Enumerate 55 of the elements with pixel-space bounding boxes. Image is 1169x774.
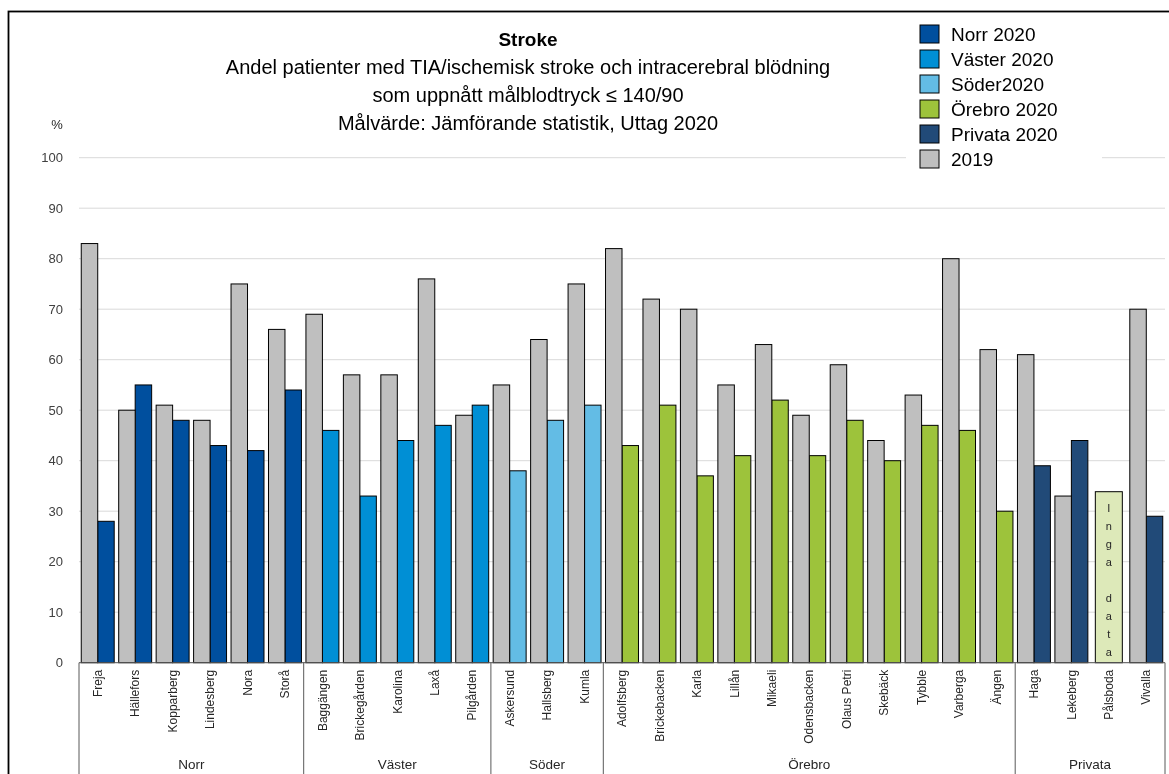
legend-label: Privata 2020 bbox=[951, 124, 1058, 145]
y-tick-label: 60 bbox=[48, 352, 63, 368]
x-tick-label: Lillån bbox=[727, 669, 742, 698]
x-tick-label: Karla bbox=[690, 669, 705, 698]
x-tick-label: Brickebacken bbox=[652, 669, 667, 742]
x-tick-label: Mikaeli bbox=[764, 669, 779, 708]
x-tick-label: Hallsberg bbox=[540, 669, 555, 721]
legend-label: Väster 2020 bbox=[951, 49, 1054, 70]
x-tick-label: Karolina bbox=[390, 669, 405, 714]
chart-subtitle: Andel patienter med TIA/ischemisk stroke och intracerebral blödning som uppnått målblodtryck ≤ 140/90 Målvärde: Jämförande statistik, Uttag 2020 bbox=[225, 56, 831, 134]
x-tick-label: Brickegården bbox=[353, 669, 368, 741]
x-tick-label: Varberga bbox=[952, 669, 967, 719]
y-tick-label: 40 bbox=[48, 453, 63, 469]
legend-label: 2019 bbox=[951, 149, 994, 170]
x-tick-label: Ängen bbox=[989, 669, 1004, 705]
y-axis-title: % bbox=[51, 117, 64, 132]
legend-label: Söder2020 bbox=[951, 74, 1044, 95]
chart-title: Stroke bbox=[498, 29, 558, 50]
x-tick-label: Hällefors bbox=[128, 669, 143, 718]
x-tick-label: Freja bbox=[90, 669, 105, 698]
text: Norr bbox=[178, 757, 205, 772]
x-tick-label: Storå bbox=[278, 669, 293, 699]
x-tick-label: Vivalla bbox=[1139, 669, 1154, 705]
x-tick-label: Baggängen bbox=[315, 669, 330, 732]
y-tick-label: 30 bbox=[48, 503, 63, 519]
y-tick-label: 10 bbox=[48, 604, 63, 620]
text: Örebro bbox=[788, 757, 831, 772]
y-tick-label: 80 bbox=[48, 251, 63, 267]
x-tick-label: Askersund bbox=[502, 669, 517, 727]
x-tick-label: Adolfsberg bbox=[615, 669, 630, 728]
x-tick-label: Tybble bbox=[914, 669, 929, 706]
x-tick-label: Laxå bbox=[427, 669, 442, 696]
text: Söder bbox=[529, 757, 566, 772]
text: Väster bbox=[377, 757, 418, 772]
y-tick-label: 100 bbox=[41, 150, 63, 166]
text: Privata bbox=[1069, 757, 1112, 772]
legend-label: Örebro 2020 bbox=[951, 99, 1058, 120]
x-tick-label: Lindesberg bbox=[203, 669, 218, 730]
x-tick-label: Haga bbox=[1027, 669, 1042, 699]
annotation: Inga data bbox=[1102, 501, 1115, 664]
y-tick-label: 70 bbox=[48, 301, 63, 317]
x-tick-label: Skebäck bbox=[877, 668, 892, 716]
x-tick-label: Pålsboda bbox=[1102, 669, 1117, 720]
y-tick-label: 20 bbox=[48, 554, 63, 570]
x-tick-label: Nora bbox=[240, 669, 255, 696]
x-tick-label: Lekeberg bbox=[1064, 669, 1079, 720]
y-tick-label: 90 bbox=[48, 200, 63, 216]
x-tick-label: Kopparberg bbox=[165, 669, 180, 733]
x-tick-label: Kumla bbox=[577, 669, 592, 704]
y-tick-label: 50 bbox=[48, 402, 63, 418]
x-tick-label: Odensbacken bbox=[802, 669, 817, 744]
legend-label: Norr 2020 bbox=[951, 24, 1036, 45]
x-tick-label: Pilgården bbox=[465, 669, 480, 721]
x-tick-label: Olaus Petri bbox=[839, 669, 854, 730]
y-tick-label: 0 bbox=[55, 655, 63, 671]
